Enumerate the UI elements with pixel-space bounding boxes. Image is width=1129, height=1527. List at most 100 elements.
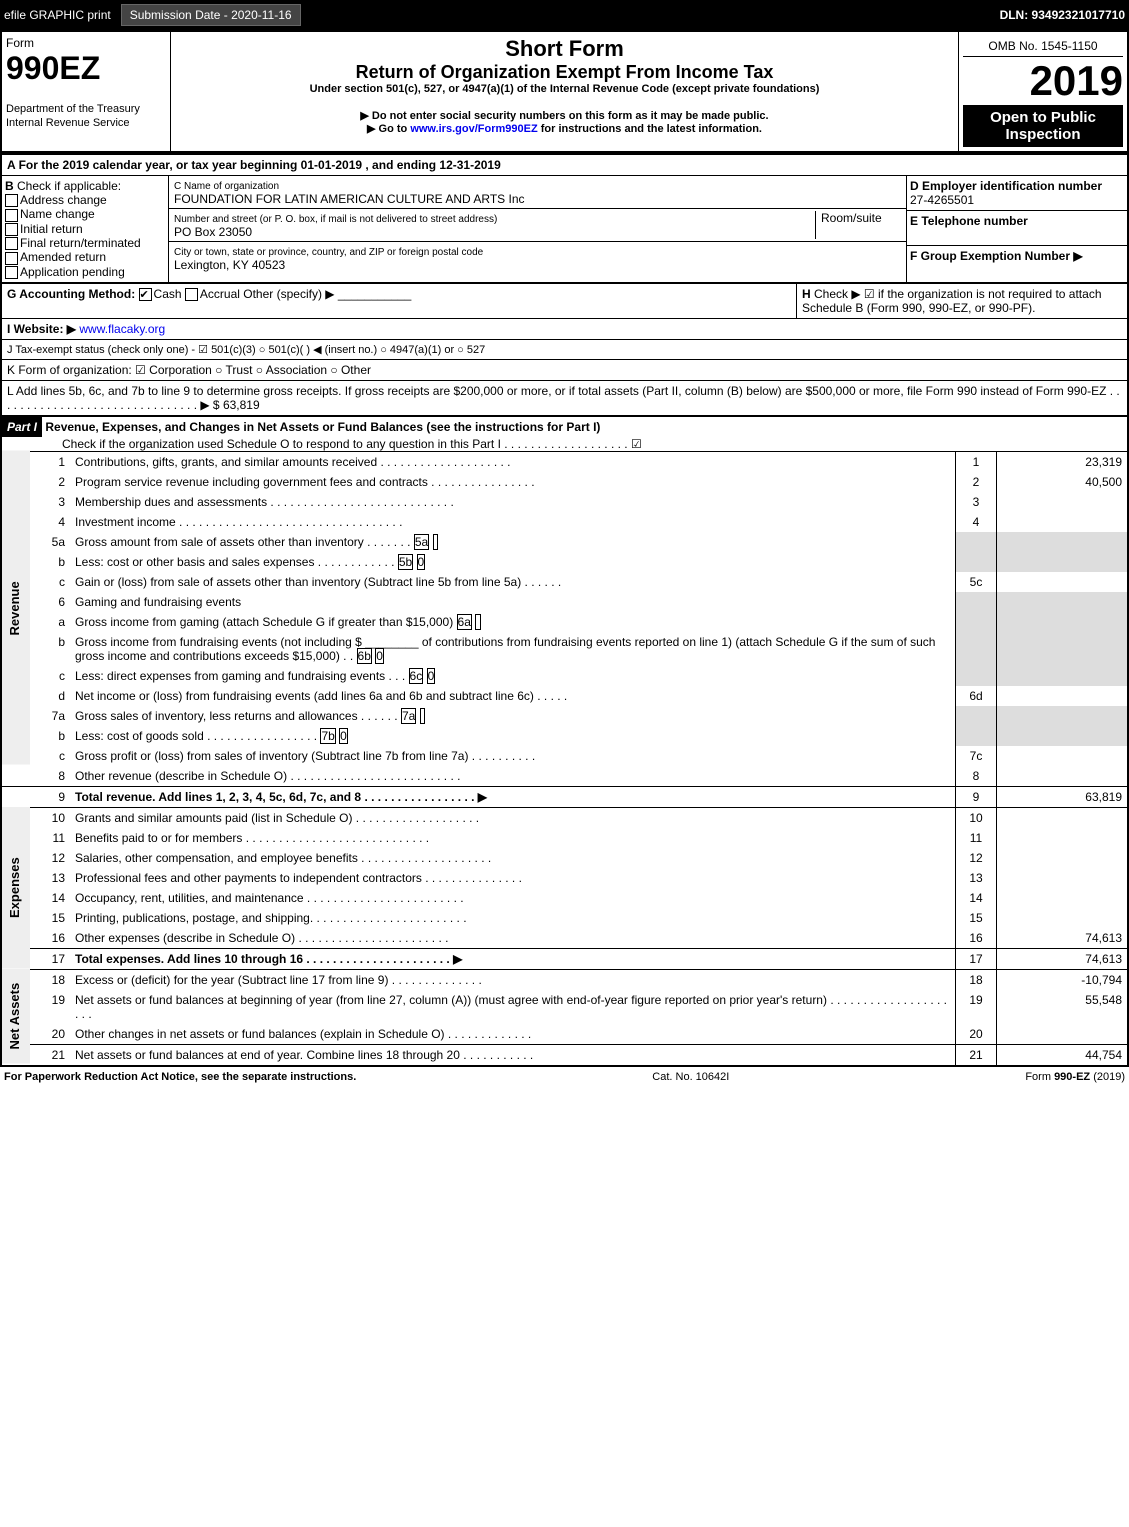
chk-final-return[interactable]: Final return/terminated	[20, 236, 141, 250]
l7c-value	[997, 746, 1128, 766]
website-link[interactable]: www.flacaky.org	[79, 322, 165, 336]
dln: DLN: 93492321017710	[1000, 8, 1125, 22]
org-address: PO Box 23050	[174, 225, 252, 239]
b-label: Check if applicable:	[17, 179, 121, 193]
l9-num: 9	[30, 786, 70, 807]
l9-text: Total revenue. Add lines 1, 2, 3, 4, 5c,…	[75, 790, 487, 804]
l1-text: Contributions, gifts, grants, and simila…	[70, 451, 956, 472]
form-label: Form	[6, 36, 34, 50]
g-accrual[interactable]: Accrual	[200, 287, 240, 301]
l15-value	[997, 908, 1128, 928]
l20-rn: 20	[956, 1024, 997, 1045]
l7b-text: Less: cost of goods sold . . . . . . . .…	[75, 729, 317, 743]
l10-num: 10	[30, 807, 70, 828]
l6b-value	[997, 632, 1128, 666]
l5c-num: c	[30, 572, 70, 592]
l12-value	[997, 848, 1128, 868]
part-i-check: Check if the organization used Schedule …	[2, 437, 642, 451]
l6-value	[997, 592, 1128, 612]
l4-text: Investment income . . . . . . . . . . . …	[70, 512, 956, 532]
l11-value	[997, 828, 1128, 848]
l10-rn: 10	[956, 807, 997, 828]
chk-app-pending[interactable]: Application pending	[20, 265, 125, 279]
l6c-mv: 0	[427, 668, 436, 684]
form-number: 990EZ	[6, 50, 100, 86]
l13-text: Professional fees and other payments to …	[70, 868, 956, 888]
expenses-label: Expenses	[2, 807, 30, 969]
g-label: G Accounting Method:	[7, 287, 135, 301]
l7c-text: Gross profit or (loss) from sales of inv…	[70, 746, 956, 766]
l15-num: 15	[30, 908, 70, 928]
l5a-value	[997, 532, 1128, 552]
l5b-num: b	[30, 552, 70, 572]
g-other[interactable]: Other (specify) ▶	[243, 287, 334, 301]
l6c-rn	[956, 666, 997, 686]
l8-rn: 8	[956, 766, 997, 787]
c-addr-label: Number and street (or P. O. box, if mail…	[174, 214, 497, 225]
h-check: H Check ▶ ☑ if the organization is not r…	[796, 284, 1127, 318]
l17-value: 74,613	[997, 948, 1128, 969]
l6a-mv	[475, 614, 480, 630]
h-text: Check ▶ ☑ if the organization is not req…	[802, 287, 1102, 315]
l3-value	[997, 492, 1128, 512]
l6c-num: c	[30, 666, 70, 686]
l21-rn: 21	[956, 1044, 997, 1065]
l5a-text: Gross amount from sale of assets other t…	[75, 535, 410, 549]
l6c-value	[997, 666, 1128, 686]
l6d-rn: 6d	[956, 686, 997, 706]
l3-text: Membership dues and assessments . . . . …	[70, 492, 956, 512]
l9-rn: 9	[956, 786, 997, 807]
g-cash[interactable]: Cash	[154, 287, 182, 301]
l7b-box: 7b	[320, 728, 335, 744]
l1-value: 23,319	[997, 451, 1128, 472]
l7a-rn	[956, 706, 997, 726]
chk-initial-return[interactable]: Initial return	[20, 222, 83, 236]
l5a-mv	[433, 534, 438, 550]
top-bar: efile GRAPHIC print Submission Date - 20…	[0, 0, 1129, 30]
efile-print[interactable]: efile GRAPHIC print	[4, 8, 111, 22]
l14-rn: 14	[956, 888, 997, 908]
footer-mid: Cat. No. 10642I	[652, 1071, 729, 1083]
l19-num: 19	[30, 990, 70, 1024]
chk-address-change[interactable]: Address change	[20, 193, 107, 207]
l14-text: Occupancy, rent, utilities, and maintena…	[70, 888, 956, 908]
l20-text: Other changes in net assets or fund bala…	[70, 1024, 956, 1045]
l6b-rn	[956, 632, 997, 666]
l13-value	[997, 868, 1128, 888]
l17-num: 17	[30, 948, 70, 969]
section-b: B Check if applicable: Address change Na…	[2, 176, 169, 282]
l5b-text: Less: cost or other basis and sales expe…	[75, 555, 394, 569]
l4-value	[997, 512, 1128, 532]
l3-rn: 3	[956, 492, 997, 512]
chk-name-change[interactable]: Name change	[20, 207, 95, 221]
footer-left: For Paperwork Reduction Act Notice, see …	[4, 1071, 356, 1083]
form-header: Form 990EZ Department of the Treasury In…	[0, 30, 1129, 153]
l6c-box: 6c	[409, 668, 424, 684]
goto-link[interactable]: ▶ Go to www.irs.gov/Form990EZ for instru…	[175, 122, 954, 135]
c-name-label: C Name of organization	[174, 181, 279, 192]
l5b-rn	[956, 552, 997, 572]
omb-number: OMB No. 1545-1150	[963, 36, 1123, 57]
l7a-num: 7a	[30, 706, 70, 726]
part-i-label: Part I	[2, 417, 42, 437]
l16-text: Other expenses (describe in Schedule O) …	[70, 928, 956, 949]
submission-date-button[interactable]: Submission Date - 2020-11-16	[121, 4, 301, 26]
l6c-text: Less: direct expenses from gaming and fu…	[75, 669, 405, 683]
l19-rn: 19	[956, 990, 997, 1024]
l6a-value	[997, 612, 1128, 632]
l21-text: Net assets or fund balances at end of ye…	[70, 1044, 956, 1065]
l6d-text: Net income or (loss) from fundraising ev…	[70, 686, 956, 706]
l6b-box: 6b	[357, 648, 372, 664]
l12-num: 12	[30, 848, 70, 868]
l16-num: 16	[30, 928, 70, 949]
l5b-box: 5b	[398, 554, 413, 570]
l1-rn: 1	[956, 451, 997, 472]
l10-text: Grants and similar amounts paid (list in…	[70, 807, 956, 828]
l7b-rn	[956, 726, 997, 746]
chk-amended-return[interactable]: Amended return	[20, 250, 106, 264]
l7a-value	[997, 706, 1128, 726]
short-form-title: Short Form	[175, 36, 954, 62]
ein-value: 27-4265501	[910, 193, 974, 207]
l6-rn	[956, 592, 997, 612]
org-name: FOUNDATION FOR LATIN AMERICAN CULTURE AN…	[174, 192, 525, 206]
